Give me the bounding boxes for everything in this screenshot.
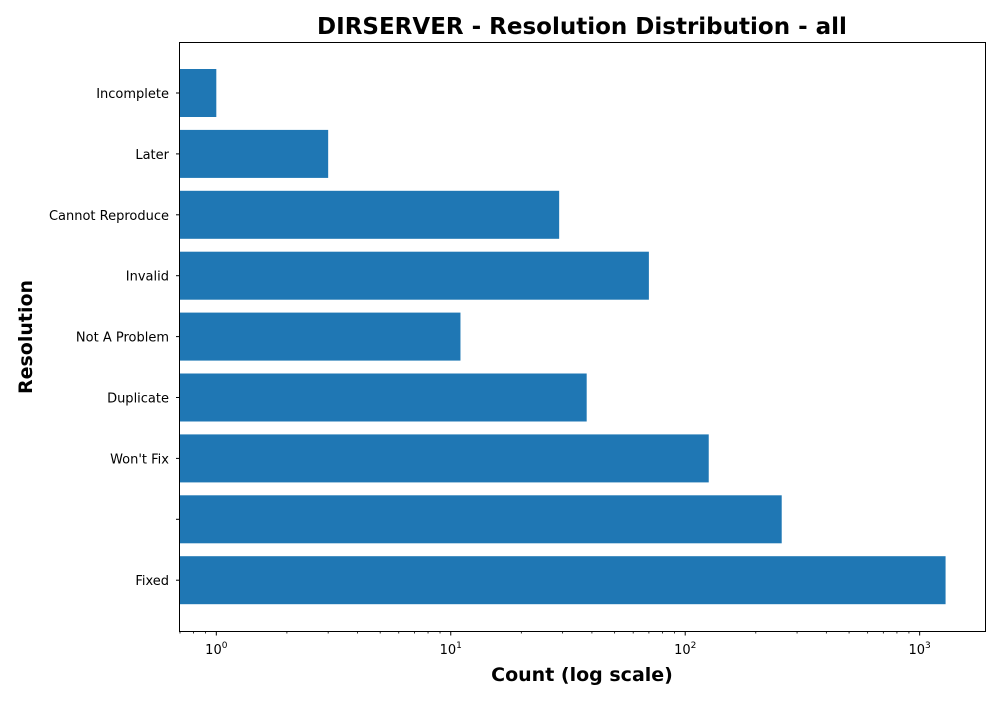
x-ticks-group: 100 101 102 103 (179, 631, 931, 658)
bar (180, 495, 782, 544)
bar (180, 69, 217, 117)
y-tick-label: Won't Fix (110, 452, 169, 467)
y-tick-label: Incomplete (96, 87, 169, 102)
y-tick-label: Invalid (126, 270, 169, 285)
x-axis-label: Count (log scale) (491, 664, 673, 686)
y-tick-label: Duplicate (107, 392, 169, 407)
y-axis-label: Resolution (15, 280, 37, 394)
chart-title: DIRSERVER - Resolution Distribution - al… (317, 14, 847, 40)
bar (180, 556, 946, 605)
x-tick-label: 101 (440, 641, 462, 658)
bar (180, 251, 649, 300)
y-tick-label: Fixed (135, 574, 169, 589)
bar (180, 129, 329, 178)
y-ticks-group: Incomplete Later Cannot Reproduce Invalid No… (49, 87, 180, 589)
bars-group (180, 69, 946, 605)
y-tick-label: Later (135, 148, 169, 163)
x-tick-label: 103 (909, 641, 931, 658)
bar (180, 434, 709, 483)
x-tick-label: 100 (205, 641, 228, 658)
plot-frame (179, 42, 986, 632)
y-tick-label: Not A Problem (76, 331, 169, 346)
x-tick-label: 102 (674, 641, 696, 658)
bar (180, 373, 587, 422)
bar (180, 312, 461, 361)
y-tick-label: Cannot Reproduce (49, 209, 169, 224)
bar (180, 190, 560, 239)
